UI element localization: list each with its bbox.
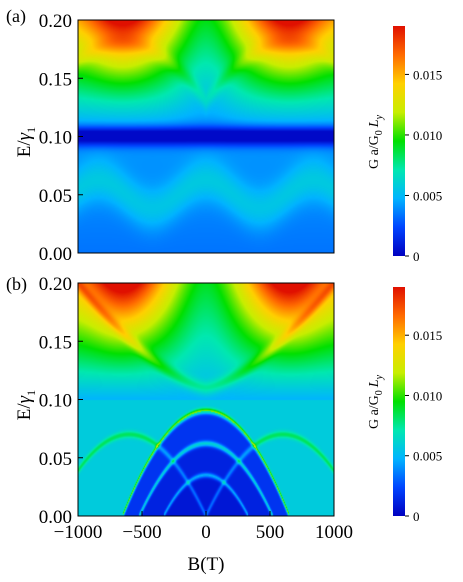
panel-a-cb-sub: 0 — [374, 130, 385, 135]
x-tick-label: 0 — [201, 522, 211, 543]
panel-b-cb-main: G a/G — [367, 395, 382, 429]
x-tick-label: −1000 — [54, 522, 103, 543]
panel-b-colorbar — [393, 287, 405, 516]
y-tick-label: 0.00 — [39, 244, 72, 265]
panel-a-heatmap-container — [78, 20, 334, 253]
panel-b-ylabel-sub: 1 — [24, 390, 38, 396]
panel-b-cb-tail: L — [367, 379, 382, 388]
colorbar-tick-label: 0.005 — [413, 449, 442, 464]
colorbar-tick-label: 0 — [413, 509, 420, 524]
panel-a-ylabel-sym: γ — [14, 132, 35, 140]
panel-b-ylabel-sym: γ — [14, 395, 35, 403]
panel-b-ylabel-main: E/ — [14, 403, 35, 421]
panel-a-ylabel-sub: 1 — [24, 127, 38, 133]
y-tick-label: 0.20 — [39, 274, 72, 295]
x-tick-label: 500 — [256, 522, 285, 543]
y-tick-label: 0.00 — [39, 507, 72, 528]
panel-b: (b) 0.000.050.100.150.20 −1000 −500 0 500 10… — [6, 274, 442, 575]
colorbar-tick-label: 0.005 — [413, 188, 442, 203]
y-tick-label: 0.15 — [39, 69, 72, 90]
y-tick-label: 0.05 — [39, 449, 72, 470]
panel-b-x-ticks: −1000 −500 0 500 1000 — [54, 511, 353, 543]
panel-b-cb-sub: 0 — [374, 390, 385, 395]
panel-a-colorbar-ticks: 0 0.005 0.010 0.015 — [405, 67, 442, 264]
colorbar-tick-label: 0.015 — [413, 67, 442, 82]
y-tick-label: 0.10 — [39, 128, 72, 149]
panel-b-label: (b) — [6, 274, 27, 295]
panel-b-ylabel: E/γ1 — [14, 390, 38, 420]
panel-a-y-ticks: 0.00 0.05 0.10 0.15 0.20 — [39, 11, 83, 265]
panel-a-label: (a) — [6, 6, 26, 27]
colorbar-tick-label: 0.010 — [413, 128, 442, 143]
panel-b-y-ticks: 0.00 0.05 0.10 0.15 0.20 — [39, 274, 83, 528]
panel-a-colorbar-title: G a/G0 Ly — [367, 114, 385, 169]
panel-b-xlabel: B(T) — [188, 554, 225, 575]
colorbar-tick-label: 0.010 — [413, 388, 442, 403]
panel-b-colorbar-ticks: 0 0.005 0.010 0.015 — [405, 328, 442, 524]
panel-a-colorbar — [393, 26, 405, 256]
panel-b-cb-tail-sub: y — [374, 374, 385, 380]
panel-a-cb-tail: L — [367, 119, 382, 128]
panel-a-cb-tail-sub: y — [374, 114, 385, 120]
panel-b-colorbar-title: G a/G0 Ly — [367, 374, 385, 429]
panel-a-ylabel: E/γ1 — [14, 127, 38, 157]
panel-a: (a) 0.00 0.05 0.10 0.15 0.20 E/γ1 0 0.005 0.01… — [6, 6, 442, 265]
y-tick-label: 0.20 — [39, 11, 72, 32]
y-tick-label: 0.05 — [39, 186, 72, 207]
x-tick-label: −500 — [122, 522, 161, 543]
panel-a-heatmap — [78, 20, 334, 253]
y-tick-label: 0.15 — [39, 332, 72, 353]
panel-a-ylabel-main: E/ — [14, 140, 35, 158]
x-tick-label: 1000 — [315, 522, 353, 543]
y-tick-label: 0.10 — [39, 391, 72, 412]
panel-a-cb-main: G a/G — [367, 135, 382, 169]
panel-b-heatmap-container — [78, 283, 334, 516]
colorbar-tick-label: 0.015 — [413, 328, 442, 343]
colorbar-tick-label: 0 — [413, 249, 420, 264]
panel-b-heatmap — [78, 283, 334, 516]
